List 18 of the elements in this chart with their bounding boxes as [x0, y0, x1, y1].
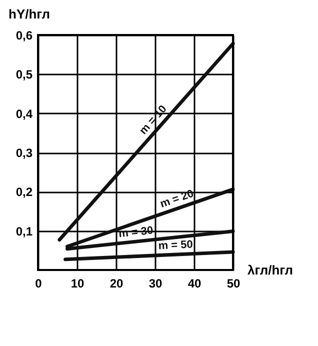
x-tick-label: 40: [188, 276, 202, 290]
x-tick-label: 30: [148, 276, 162, 290]
text: m = 20: [158, 188, 196, 210]
x-tick-label: 10: [70, 276, 84, 290]
y-tick-label: 0,3: [16, 146, 33, 160]
y-tick-label: 0,2: [16, 185, 33, 200]
x-tick-label: 20: [110, 276, 124, 290]
series-label: m = 50: [158, 238, 194, 252]
x-axis-title: λгл/hгл: [248, 262, 293, 278]
y-axis-title: hY/hгл: [8, 6, 50, 22]
y-tick-label: 0,5: [16, 68, 33, 82]
text: m = 30: [118, 224, 154, 240]
y-tick-label: 0,4: [16, 106, 33, 121]
y-tick-label: 0,6: [16, 28, 33, 42]
x-tick-label: 50: [226, 276, 240, 290]
y-tick-label: 0,1: [16, 224, 33, 238]
x-tick-label: 0: [35, 276, 42, 290]
text: m = 10: [137, 103, 170, 137]
